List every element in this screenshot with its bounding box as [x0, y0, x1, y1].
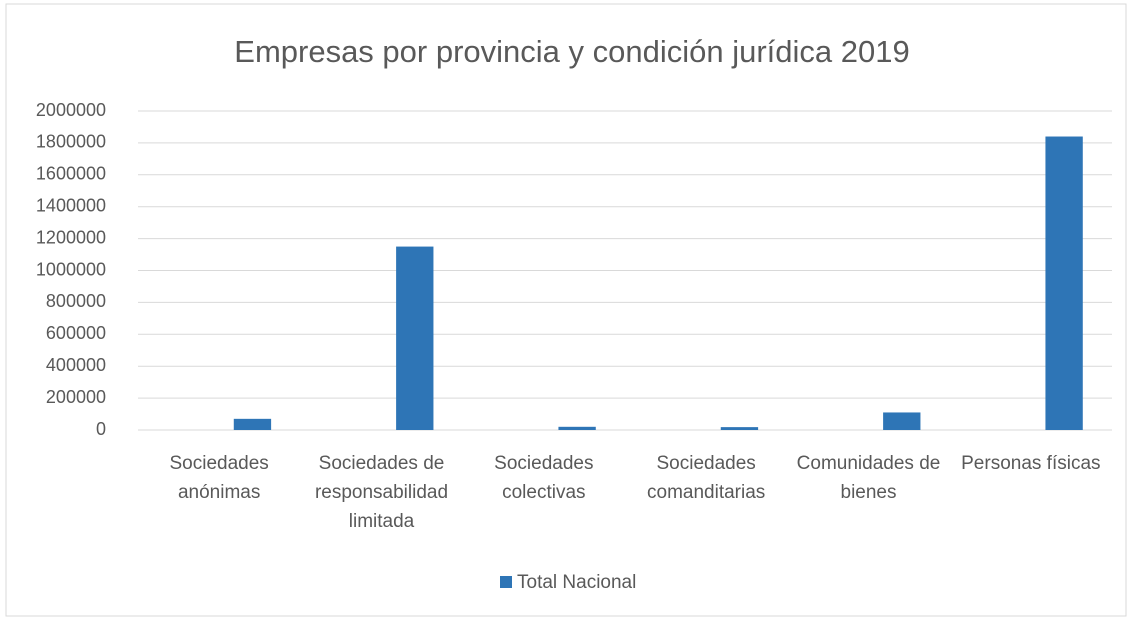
y-tick-label: 1200000 [36, 227, 106, 247]
legend-label: Total Nacional [517, 572, 636, 593]
y-tick-label: 1000000 [36, 259, 106, 279]
chart-title: Empresas por provincia y condición juríd… [234, 34, 909, 69]
x-tick-label: Sociedades anónimas [169, 453, 269, 503]
bar [883, 412, 921, 430]
x-tick-label: Comunidades de bienes [796, 453, 941, 503]
y-tick-label: 0 [96, 419, 106, 439]
y-tick-label: 400000 [46, 355, 106, 375]
chart-border [5, 3, 1127, 617]
x-tick-label: Sociedades de responsabilidad limitada [314, 453, 449, 532]
x-tick-label: Sociedades comanditarias [647, 453, 766, 503]
x-tick-label: Personas físicas [961, 453, 1101, 474]
y-tick-label: 600000 [46, 323, 106, 343]
x-tick-label: Sociedades colectivas [494, 453, 594, 503]
bar [720, 427, 759, 430]
y-tick-label: 1800000 [36, 132, 106, 152]
bar [1045, 136, 1083, 430]
y-tick-label: 200000 [46, 387, 106, 407]
bar [558, 426, 596, 430]
legend-swatch [500, 576, 512, 588]
y-tick-label: 1600000 [36, 164, 106, 184]
y-tick-label: 800000 [46, 291, 106, 311]
bar [233, 418, 272, 430]
y-tick-label: 2000000 [36, 100, 106, 120]
bar [396, 246, 434, 430]
y-tick-label: 1400000 [36, 195, 106, 215]
